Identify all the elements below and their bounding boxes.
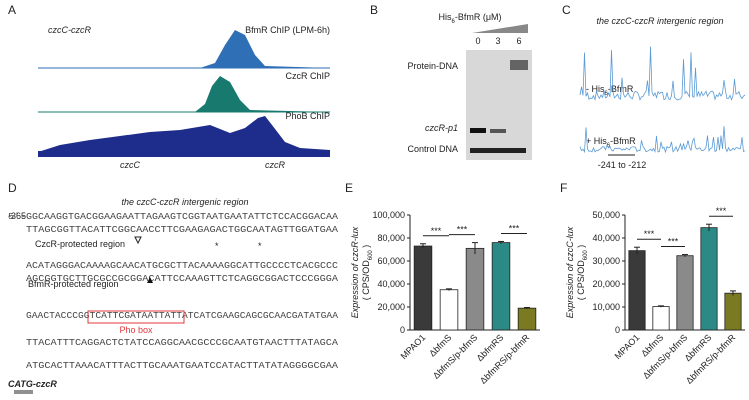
sequence-line: AGCGGTGCTTGCGCCGCGGACATTCCAAAGTTCTCAGGCG… xyxy=(26,274,339,284)
y-tick-label: 10,000 xyxy=(592,302,620,312)
bar xyxy=(724,292,742,331)
significance-label: *** xyxy=(716,206,727,216)
bar xyxy=(465,247,485,331)
x-tick-label: MPAO1 xyxy=(399,332,428,361)
gene-label: czcC xyxy=(120,160,141,170)
sequence: 5'-GGCAAGGTGACGGAAGAATTAGAAGTCGGTAATGAAT… xyxy=(8,212,339,371)
significance-label: *** xyxy=(509,223,520,233)
x-tick-label: MPAO1 xyxy=(613,332,642,361)
bar xyxy=(517,307,537,331)
lane-label: 0 xyxy=(475,36,480,46)
y-tick-label: 50,000 xyxy=(592,210,620,220)
bar xyxy=(491,242,511,331)
region-label: CzcR-protected region xyxy=(35,239,125,249)
y-axis-unit: ( CPS/OD600 ) xyxy=(576,245,589,301)
panel-label: B xyxy=(370,3,378,17)
y-axis-unit: ( CPS/OD600 ) xyxy=(361,245,374,301)
pho-box-label: Pho box xyxy=(119,325,153,335)
y-tick-label: 100,000 xyxy=(372,210,405,220)
band-label: czcR-p1 xyxy=(425,123,458,133)
x-tick-label: ΔbfmRS/p-bfmR xyxy=(478,332,532,386)
gene-start: CATG-czcR xyxy=(8,379,57,389)
y-tick-label: 60,000 xyxy=(377,256,405,266)
bar xyxy=(439,289,459,331)
protein-label: His6-BfmR (μM) xyxy=(438,12,501,25)
star: * xyxy=(258,241,262,251)
trace xyxy=(579,126,746,154)
panel-title: the czcC-czcR intergenic region xyxy=(596,16,723,26)
bar xyxy=(628,250,646,331)
sequence-line: GAACTACCCGGTCATTCGATAATTATTATCATCGAAGCAG… xyxy=(26,311,339,321)
triangle xyxy=(147,277,153,283)
gel-band xyxy=(470,148,526,153)
panel-label: A xyxy=(8,3,16,17)
unit: ) xyxy=(361,245,371,251)
y-tick-label: 20,000 xyxy=(592,279,620,289)
y-tick-label: 80,000 xyxy=(377,233,405,243)
panel-label: C xyxy=(562,3,571,17)
gel-band xyxy=(470,128,486,133)
track-label: BfmR ChIP (LPM-6h) xyxy=(245,25,330,35)
trace xyxy=(579,46,746,102)
y-axis-label-text: Expression of czcC-lux xyxy=(565,226,575,318)
gradient-wedge xyxy=(472,24,528,33)
unit-sub: 600 xyxy=(583,250,589,261)
track-label: CzcR ChIP xyxy=(285,71,330,81)
unit: ( CPS/OD xyxy=(576,260,586,301)
sequence-line: TTAGCGGTTACATTCGGCAACCTTCGAAGAGACTGGCAAT… xyxy=(26,225,339,235)
gel-band xyxy=(490,129,506,133)
significance-label: *** xyxy=(668,237,679,247)
y-axis-label: Expression of czcC-lux xyxy=(565,226,575,318)
sequence-line: TTACATTTCAGGACTCTATCCAGGCAACGCCCGCAATGTA… xyxy=(26,338,339,348)
y-axis-label-text: Expression of czcR-lux xyxy=(350,226,360,318)
range-label: -241 to -212 xyxy=(598,160,647,170)
y-axis-label: Expression of czcR-lux xyxy=(350,226,360,318)
track-label: PhoB ChIP xyxy=(285,111,330,121)
chip-track xyxy=(38,76,330,112)
significance-label: *** xyxy=(431,226,442,236)
significance-label: *** xyxy=(457,225,468,235)
chip-track xyxy=(38,30,330,68)
y-tick-label: 30,000 xyxy=(592,256,620,266)
y-tick-label: 40,000 xyxy=(377,279,405,289)
chip-track xyxy=(38,116,330,152)
panel-label: D xyxy=(8,181,17,195)
lane-label: 3 xyxy=(495,36,500,46)
band-label: Control DNA xyxy=(407,144,458,154)
y-tick-label: 0 xyxy=(400,325,405,335)
panel-label: F xyxy=(560,181,567,195)
unit: ( CPS/OD xyxy=(361,260,371,301)
locus-label: czcC-czcR xyxy=(48,25,91,35)
unit-sub: 600 xyxy=(368,250,374,261)
bar xyxy=(652,306,670,331)
sequence-line: ACATAGGGACAAAAGCAACATGCGCTTACAAAAGGCATTG… xyxy=(26,261,339,271)
significance-label: *** xyxy=(644,229,655,239)
y-tick-label: 20,000 xyxy=(377,302,405,312)
position-label: -365 xyxy=(8,211,26,221)
sequence-line: ATGCACTTAAACATTTACTTGCAAATGAATCCATACTTAT… xyxy=(26,361,339,371)
lane-label: 6 xyxy=(516,36,521,46)
y-tick-label: 40,000 xyxy=(592,233,620,243)
bar xyxy=(413,245,433,331)
panel-title: the czcC-czcR intergenic region xyxy=(121,197,248,207)
bar xyxy=(676,255,694,331)
gel-band xyxy=(510,60,528,70)
region-label: BfmR-protected region xyxy=(28,279,119,289)
band-label: Protein-DNA xyxy=(407,61,458,71)
triangle xyxy=(134,236,142,245)
pho-box xyxy=(87,310,185,324)
gene-label: czcR xyxy=(265,160,286,170)
star: * xyxy=(215,241,219,251)
panel-label: E xyxy=(345,181,353,195)
gene-track xyxy=(38,151,330,157)
condition-label: + His6-BfmR xyxy=(586,136,636,149)
bar xyxy=(700,227,718,331)
y-tick-label: 0 xyxy=(615,325,620,335)
unit: ) xyxy=(576,245,586,251)
sequence-line: 5'-GGCAAGGTGACGGAAGAATTAGAAGTCGGTAATGAAT… xyxy=(8,212,339,222)
